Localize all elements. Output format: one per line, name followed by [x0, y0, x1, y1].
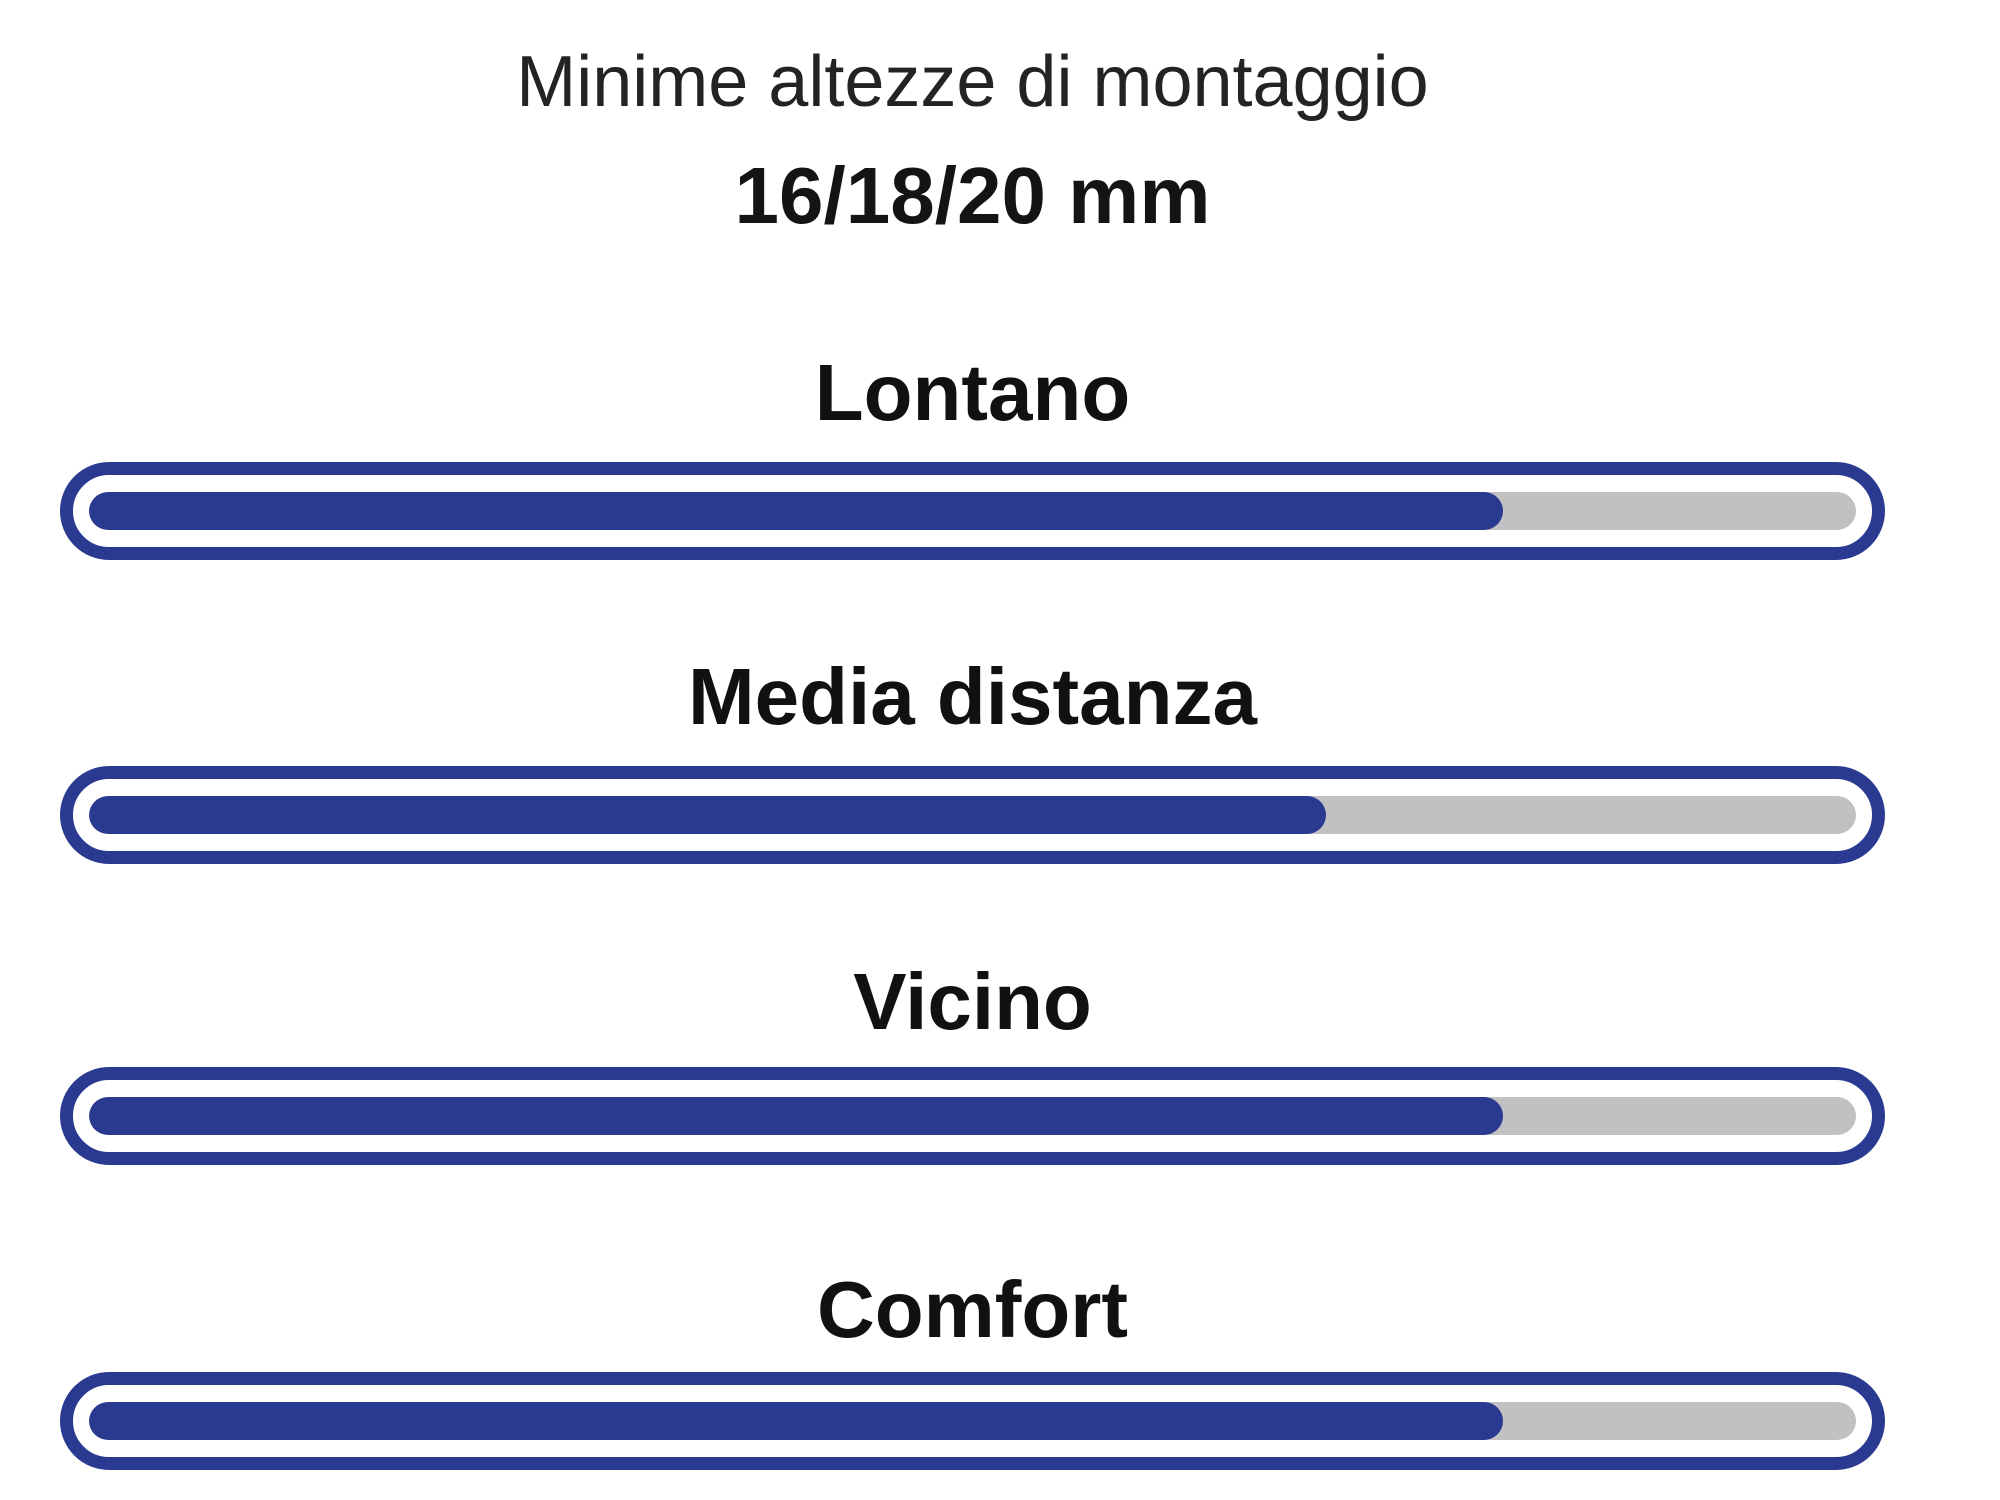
- bar-track-media-distanza: [89, 796, 1856, 834]
- bar-track-vicino: [89, 1097, 1856, 1135]
- bar-label-comfort: Comfort: [816, 1265, 1129, 1354]
- bar-track-lontano: [89, 492, 1856, 530]
- chart-subtitle: 16/18/20 mm: [734, 151, 1211, 240]
- bar-label-media-distanza: Media distanza: [687, 652, 1258, 741]
- bar-fill-comfort: [89, 1402, 1503, 1440]
- bar-label-vicino: Vicino: [853, 957, 1092, 1046]
- bar-fill-lontano: [89, 492, 1503, 530]
- chart-content: Minime altezze di montaggio 16/18/20 mm …: [60, 0, 1885, 1500]
- bar-outline-vicino: [60, 1067, 1885, 1165]
- bar-fill-media-distanza: [89, 796, 1326, 834]
- bar-fill-vicino: [89, 1097, 1503, 1135]
- bar-track-comfort: [89, 1402, 1856, 1440]
- bar-outline-comfort: [60, 1372, 1885, 1470]
- bar-outline-lontano: [60, 462, 1885, 560]
- bar-outline-media-distanza: [60, 766, 1885, 864]
- chart-title: Minime altezze di montaggio: [516, 42, 1429, 122]
- bar-label-lontano: Lontano: [814, 348, 1131, 437]
